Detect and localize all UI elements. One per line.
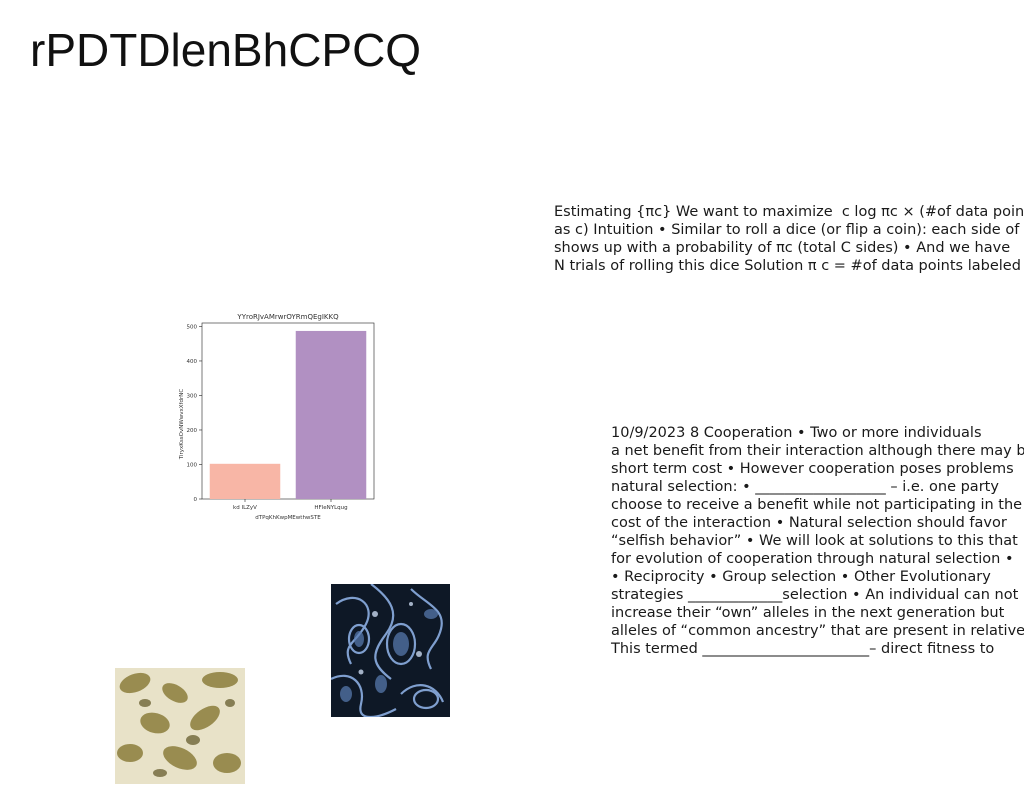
x-tick-label: kd ILZyV — [233, 505, 257, 511]
page-title: rPDTDlenBhCPCQ — [30, 24, 422, 76]
text-line: choose to receive a benefit while not pa… — [611, 497, 1023, 513]
y-tick-label: 500 — [187, 324, 198, 330]
text-line: • Reciprocity • Group selection • Other … — [611, 569, 991, 585]
blue-paisley-image — [331, 584, 450, 717]
text-line: “selfish behavior” • We will look at sol… — [611, 533, 1018, 549]
y-tick-label: 300 — [187, 393, 198, 399]
y-axis-label: TiryxKssOvNWwvxXfdrNC — [179, 389, 185, 461]
text-line: short term cost • However cooperation po… — [611, 461, 1014, 477]
text-line: as c) Intuition • Similar to roll a dice… — [554, 222, 1024, 238]
x-axis-label: dTPqKhKwpMEwthwSTE — [255, 515, 321, 521]
y-ticks: 0 100 200 300 400 500 — [187, 324, 202, 503]
text-line: This termed _______________________– dir… — [611, 641, 995, 657]
bar — [295, 330, 367, 499]
text-block-cooperation: 10/9/2023 8 Cooperation • Two or more in… — [611, 424, 1024, 658]
text-line: N trials of rolling this dice Solution π… — [554, 258, 1021, 274]
text-line: strategies _____________selection • An i… — [611, 587, 1019, 603]
y-tick-label: 400 — [187, 359, 198, 365]
olive-floral-image — [115, 668, 245, 784]
text-line: 10/9/2023 8 Cooperation • Two or more in… — [611, 425, 982, 441]
text-line: increase their “own” alleles in the next… — [611, 605, 1005, 621]
text-block-estimating: Estimating {πc} We want to maximize ￼ c … — [554, 203, 1024, 275]
text-line: a net benefit from their interaction alt… — [611, 443, 1024, 459]
bars — [209, 330, 367, 499]
text-line: for evolution of cooperation through nat… — [611, 551, 1014, 567]
text-line: shows up with a probability of πc (total… — [554, 240, 1011, 256]
bar — [209, 463, 281, 499]
x-tick-label: HFleNYLqug — [314, 505, 347, 511]
text-line: cost of the interaction • Natural select… — [611, 515, 1007, 531]
text-line: natural selection: • __________________ … — [611, 479, 999, 495]
text-line: alleles of “common ancestry” that are pr… — [611, 623, 1024, 639]
y-tick-label: 0 — [194, 497, 198, 503]
bar-chart: YYroRJvAMrwrOYRmQEgIKKQ TiryxKssOvNWwvxX… — [179, 313, 375, 521]
y-tick-label: 200 — [187, 428, 198, 434]
chart-title: YYroRJvAMrwrOYRmQEgIKKQ — [236, 313, 339, 321]
x-ticks: kd ILZyV HFleNYLqug — [233, 499, 348, 511]
y-tick-label: 100 — [187, 462, 198, 468]
plot-frame — [201, 322, 375, 500]
text-line: Estimating {πc} We want to maximize ￼ c … — [554, 204, 1024, 220]
